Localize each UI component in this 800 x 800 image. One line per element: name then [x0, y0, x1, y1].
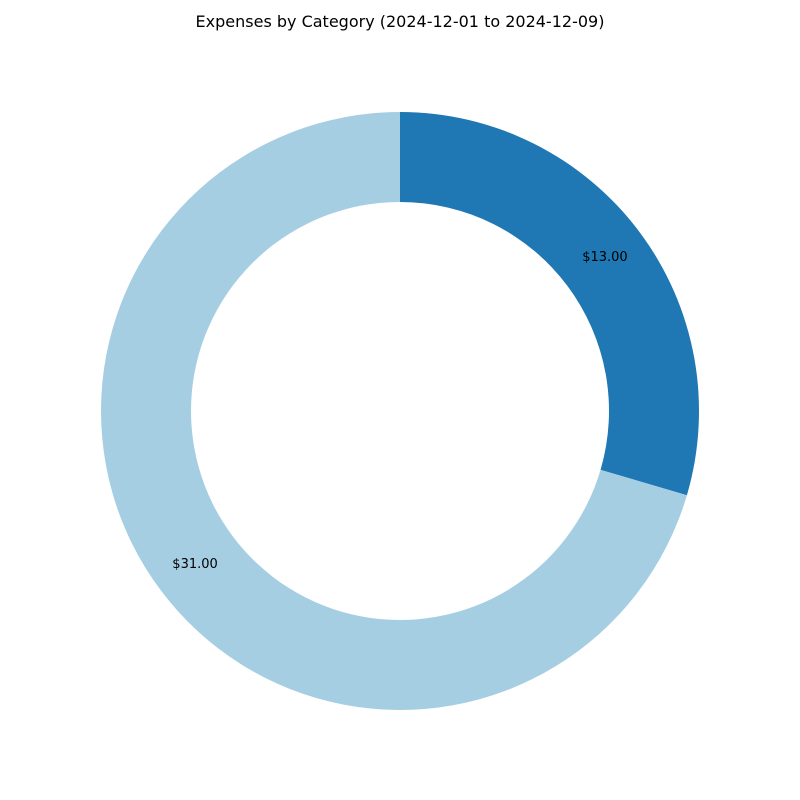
donut-slice-0 [400, 112, 700, 496]
slice-label-1: $31.00 [172, 557, 218, 572]
slice-label-0: $13.00 [582, 250, 628, 265]
chart-title: Expenses by Category (2024-12-01 to 2024… [195, 12, 605, 31]
donut-slice-1 [101, 112, 687, 710]
